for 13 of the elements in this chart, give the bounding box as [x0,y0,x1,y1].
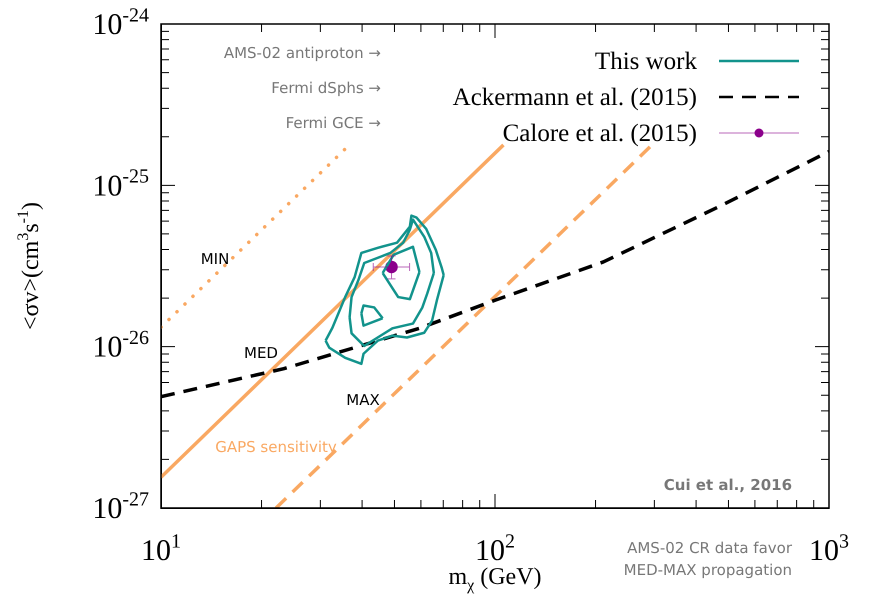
annotation: MIN [200,250,230,268]
annotation: Fermi dSphs → [271,79,382,97]
y-axis-title: <σv>(cm3s-1) [14,202,44,330]
annotation: Fermi GCE → [286,114,382,132]
legend-label: This work [594,48,698,75]
annotation: MAX [346,391,380,409]
annotation: GAPS sensitivity [215,438,337,456]
legend-label: Calore et al. (2015) [502,120,697,147]
annotation: AMS-02 antiproton → [224,44,382,62]
text: AMS-02 CR data favor MED-MAX propagation [624,539,793,579]
annotation: MED [244,344,278,362]
annotation: Cui et al., 2016 [664,476,792,494]
legend-label: Ackermann et al. (2015) [452,84,698,111]
